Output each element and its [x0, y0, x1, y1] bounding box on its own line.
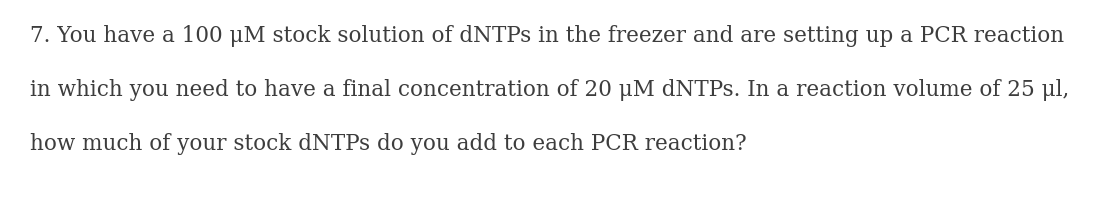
Text: 7. You have a 100 μM stock solution of dNTPs in the freezer and are setting up a: 7. You have a 100 μM stock solution of d…: [30, 25, 1065, 47]
Text: in which you need to have a final concentration of 20 μM dNTPs. In a reaction vo: in which you need to have a final concen…: [30, 79, 1069, 101]
Text: how much of your stock dNTPs do you add to each PCR reaction?: how much of your stock dNTPs do you add …: [30, 133, 747, 155]
